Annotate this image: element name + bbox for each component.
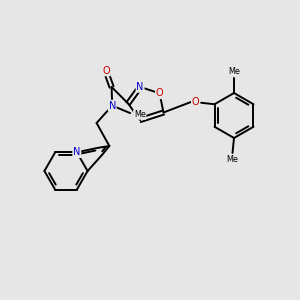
- Text: N: N: [109, 100, 116, 111]
- Text: O: O: [156, 88, 164, 98]
- Text: Me: Me: [134, 110, 146, 119]
- Text: N: N: [136, 82, 144, 92]
- Text: O: O: [102, 65, 110, 76]
- Text: Me: Me: [226, 155, 238, 164]
- Text: Me: Me: [228, 67, 240, 76]
- Text: O: O: [192, 97, 200, 107]
- Text: N: N: [73, 147, 80, 157]
